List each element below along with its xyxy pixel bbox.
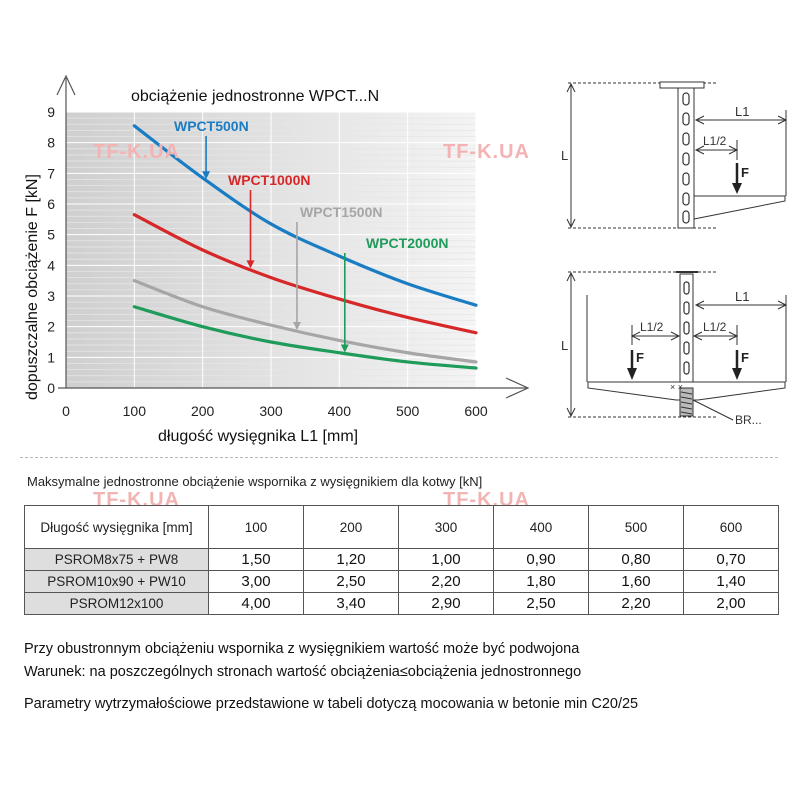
dim-l1-top: L1 — [735, 104, 749, 119]
force-f-top: F — [741, 165, 749, 180]
dim-l1-bottom: L1 — [735, 289, 749, 304]
table-cell: 1,50 — [208, 548, 304, 571]
table-cell: 1,60 — [588, 570, 684, 593]
table-row: PSROM8x75 + PW8 1,50 1,20 1,00 0,90 0,80… — [24, 548, 779, 571]
watermark: TF-K.UA — [443, 141, 530, 163]
row-label: PSROM10x90 + PW10 — [24, 570, 209, 593]
x-tick-label: 300 — [259, 403, 283, 419]
anchor-label: BR... — [735, 413, 762, 427]
column-header: 400 — [493, 505, 589, 549]
table-cell: 0,70 — [683, 548, 779, 571]
table-header-row: Długość wysięgnika [mm] 100 200 300 400 … — [24, 505, 779, 549]
table-cell: 2,00 — [683, 592, 779, 615]
x-tick-labels: 0 100 200 300 400 500 600 — [62, 403, 488, 419]
y-tick-label: 2 — [47, 319, 55, 335]
x-axis — [58, 377, 530, 399]
x-tick-label: 100 — [123, 403, 147, 419]
series-label-wpct1000n: WPCT1000N — [228, 172, 310, 188]
y-axis — [56, 74, 76, 388]
section-divider — [20, 457, 778, 460]
row-label: PSROM12x100 — [24, 592, 209, 615]
series-pointer-wpct2000n — [340, 253, 349, 353]
table-cell: 2,20 — [398, 570, 494, 593]
series-pointer-wpct1000n — [246, 190, 255, 269]
series-label-wpct500n: WPCT500N — [174, 118, 249, 134]
series-label-wpct2000n: WPCT2000N — [366, 235, 448, 251]
x-axis-label: długość wysięgnika L1 [mm] — [158, 428, 358, 445]
x-tick-label: 0 — [62, 403, 70, 419]
table-cell: 2,50 — [303, 570, 399, 593]
header-label: Długość wysięgnika [mm] — [24, 505, 209, 549]
note-concrete-class: Parametry wytrzymałościowe przedstawione… — [24, 696, 639, 712]
series-line-wpct2000n — [132, 305, 478, 370]
table-row: PSROM12x100 4,00 3,40 2,90 2,50 2,20 2,0… — [24, 592, 779, 615]
table-cell: 1,20 — [303, 548, 399, 571]
svg-text:× ×: × × — [670, 382, 683, 392]
watermark: TF-K.UA — [93, 141, 180, 163]
series-layer — [132, 124, 478, 370]
table-cell: 3,00 — [208, 570, 304, 593]
x-tick-label: 600 — [464, 403, 488, 419]
y-tick-label: 5 — [47, 227, 55, 243]
chart-and-diagrams: 0 1 2 3 4 5 6 7 8 9 0 100 200 300 400 500 600 obciążeni… — [24, 74, 788, 445]
y-tick-label: 3 — [47, 288, 55, 304]
dim-l1-half-right: L1/2 — [703, 320, 727, 334]
y-tick-labels: 0 1 2 3 4 5 6 7 8 9 — [47, 104, 55, 396]
diagram-double-load: L × × BR... L1 L1/2 — [561, 271, 788, 427]
note-double-load: Przy obustronnym obciążeniu wspornika z … — [24, 641, 580, 657]
series-line-wpct1500n — [132, 279, 478, 364]
chart-title: obciążenie jednostronne WPCT...N — [131, 88, 379, 105]
y-tick-label: 4 — [47, 257, 55, 273]
x-tick-label: 200 — [191, 403, 215, 419]
table-cell: 0,80 — [588, 548, 684, 571]
table-cell: 0,90 — [493, 548, 589, 571]
y-tick-label: 7 — [47, 165, 55, 181]
series-line-wpct1000n — [132, 213, 478, 335]
dim-l1-half-top: L1/2 — [703, 134, 727, 148]
table-cell: 1,40 — [683, 570, 779, 593]
table-cell: 4,00 — [208, 592, 304, 615]
load-table: Długość wysięgnika [mm] 100 200 300 400 … — [24, 505, 779, 615]
table-cell: 1,00 — [398, 548, 494, 571]
table-caption: Maksymalne jednostronne obciążenie wspor… — [27, 474, 483, 489]
column-header: 300 — [398, 505, 494, 549]
column-header: 200 — [303, 505, 399, 549]
dim-l1-half-left: L1/2 — [640, 320, 664, 334]
table-row: PSROM10x90 + PW10 3,00 2,50 2,20 1,80 1,… — [24, 570, 779, 593]
series-label-wpct1500n: WPCT1500N — [300, 204, 382, 220]
y-tick-label: 8 — [47, 135, 55, 151]
y-tick-label: 0 — [47, 380, 55, 396]
force-f-right: F — [741, 350, 749, 365]
column-header: 100 — [208, 505, 304, 549]
x-tick-label: 500 — [396, 403, 420, 419]
x-tick-label: 400 — [328, 403, 352, 419]
table-cell: 2,20 — [588, 592, 684, 615]
row-label: PSROM8x75 + PW8 — [24, 548, 209, 571]
y-tick-label: 1 — [47, 349, 55, 365]
table-cell: 1,80 — [493, 570, 589, 593]
y-tick-label: 9 — [47, 104, 55, 120]
series-pointer-wpct1500n — [292, 222, 301, 330]
column-header: 500 — [588, 505, 684, 549]
column-header: 600 — [683, 505, 779, 549]
table-cell: 2,50 — [493, 592, 589, 615]
dim-l-top: L — [561, 148, 568, 163]
dim-l-bottom: L — [561, 338, 568, 353]
diagram-single-load: L L1 L1/2 F — [561, 81, 788, 229]
table-cell: 2,90 — [398, 592, 494, 615]
series-pointer-wpct500n — [202, 136, 211, 180]
y-axis-label: dopuszczalne obciążenie F [kN] — [24, 174, 41, 400]
force-f-left: F — [636, 350, 644, 365]
y-tick-label: 6 — [47, 196, 55, 212]
table-cell: 3,40 — [303, 592, 399, 615]
note-condition: Warunek: na poszczególnych stronach wart… — [24, 664, 582, 680]
